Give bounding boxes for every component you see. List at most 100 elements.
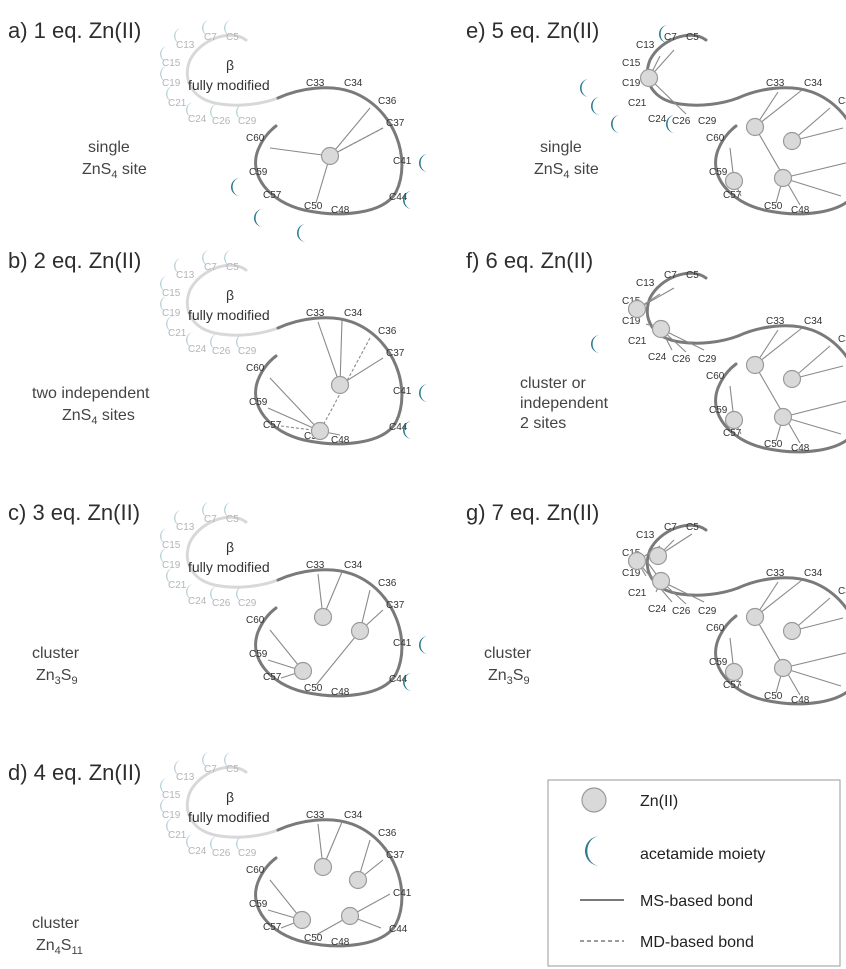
residue-label: C59	[249, 397, 268, 408]
residue-label: C34	[344, 78, 363, 89]
beta-backbone	[185, 263, 280, 337]
residue-label: C19	[622, 78, 641, 89]
acetamide-icon	[236, 586, 244, 602]
residue-label: C29	[698, 606, 717, 617]
panel-b: b) 2 eq. Zn(II) two independent ZnS4 sites…	[8, 248, 428, 446]
beta-backbone	[185, 515, 280, 589]
bonds	[267, 319, 384, 436]
acetamide-icon	[186, 584, 194, 600]
zn-ion	[724, 171, 744, 191]
residue-label: C34	[344, 810, 363, 821]
residue-label: C37	[386, 348, 405, 359]
ms-bond	[267, 407, 321, 432]
residue-label: C5	[226, 764, 239, 775]
acetamide-icon	[231, 178, 240, 196]
residue-label: C7	[664, 522, 677, 533]
residue-label: C29	[238, 848, 257, 859]
residue-label: C24	[648, 114, 667, 125]
ms-bond	[269, 147, 331, 157]
residue-label: C36	[378, 326, 397, 337]
residue-label: C41	[393, 386, 412, 397]
ms-bond	[754, 364, 801, 444]
acetamide-icon	[236, 334, 244, 350]
acetamide-icon	[419, 383, 428, 402]
panel-description-formula: ZnS4 site	[534, 161, 599, 181]
acetamide-icon	[174, 510, 182, 526]
residue-label: C60	[246, 363, 265, 374]
residue-label: C5	[686, 522, 699, 533]
panel-description-formula: ZnS4 sites	[62, 407, 135, 427]
acetamide-icon	[186, 102, 194, 118]
residue-label: C19	[162, 560, 181, 571]
panel-f: f) 6 eq. Zn(II) cluster or independent 2 si…	[466, 248, 846, 454]
residue-label: C29	[238, 116, 257, 127]
zn-ion	[724, 410, 744, 430]
residue-label: C41	[393, 156, 412, 167]
legend: Zn(II) acetamide moiety MS-based bond MD…	[547, 779, 841, 967]
residue-label: C19	[162, 78, 181, 89]
acetamide-icon	[403, 421, 412, 439]
residue-label: C29	[698, 354, 717, 365]
residue-label: C50	[764, 691, 783, 702]
residue-label: C36	[378, 828, 397, 839]
ms-bond	[782, 400, 846, 418]
zn-ion	[648, 546, 668, 566]
acetamide-icon	[202, 250, 210, 266]
residue-label: C34	[344, 308, 363, 319]
residue-label: C60	[246, 615, 265, 626]
zn-ion	[348, 870, 368, 890]
residue-label: C50	[304, 933, 323, 944]
acetamide-icon	[403, 191, 412, 209]
acetamide-icon	[236, 836, 244, 852]
ms-bond	[782, 177, 842, 197]
zn-ion	[782, 621, 802, 641]
residue-label: C36	[838, 334, 846, 345]
ms-bond	[317, 321, 341, 386]
fully-modified-label: fully modified	[188, 307, 270, 323]
acetamide-icon	[160, 548, 168, 564]
residue-label: C48	[331, 937, 350, 948]
ms-bond	[269, 377, 321, 432]
zn-ion	[627, 551, 647, 571]
acetamide-icon	[210, 334, 218, 350]
ms-bond	[782, 416, 842, 435]
residue-label: C60	[246, 133, 265, 144]
residue-label: C59	[709, 657, 728, 668]
legend-zn-icon	[581, 787, 607, 813]
legend-zn-label: Zn(II)	[640, 793, 678, 810]
beta-backbone	[645, 33, 740, 107]
acetamide-icon	[166, 818, 174, 834]
residue-label: C7	[664, 270, 677, 281]
panel-description: cluster	[32, 915, 80, 932]
residue-label: C34	[804, 78, 823, 89]
acetamide-icon	[591, 335, 600, 353]
acetamide-icon	[580, 79, 589, 97]
residue-label: C50	[764, 201, 783, 212]
panel-title: g) 7 eq. Zn(II)	[466, 500, 599, 525]
acetamide-icon	[419, 154, 428, 172]
fully-modified-label: fully modified	[188, 809, 270, 825]
zn-ion	[313, 857, 333, 877]
residue-label: C33	[306, 810, 325, 821]
residue-label: C29	[698, 116, 717, 127]
residue-label: C19	[622, 316, 641, 327]
acetamide-icon	[224, 502, 232, 518]
panel-d: d) 4 eq. Zn(II) cluster Zn4S11 C13 C7 C5 C15 C1…	[8, 752, 412, 957]
residue-label: C15	[622, 548, 641, 559]
zn-ion	[745, 355, 765, 375]
residue-label: C60	[246, 865, 265, 876]
residue-label: C44	[389, 674, 408, 685]
panel-description: two independent	[32, 385, 150, 402]
residue-label: C60	[706, 133, 725, 144]
alpha-backbone	[254, 568, 404, 698]
residue-label: C24	[188, 596, 207, 607]
residue-label: C59	[709, 167, 728, 178]
residue-label: C13	[176, 522, 195, 533]
acetamide-icon	[254, 209, 263, 227]
residue-label: C13	[636, 40, 655, 51]
residue-label: C36	[378, 96, 397, 107]
panel-description: cluster or	[520, 375, 586, 392]
acetamide-icon	[166, 85, 174, 102]
acetamide-icon	[160, 66, 168, 82]
